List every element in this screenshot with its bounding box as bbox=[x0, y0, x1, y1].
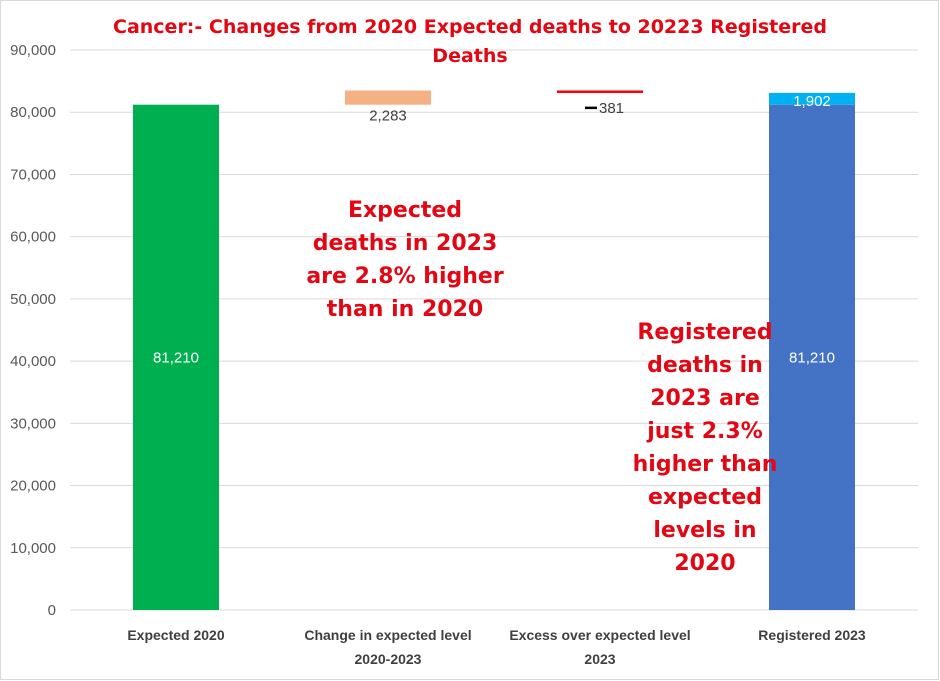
annotation-line: are 2.8% higher bbox=[306, 264, 503, 289]
y-tick-label: 90,000 bbox=[10, 42, 56, 59]
x-tick-label: Expected 2020 bbox=[127, 627, 224, 643]
bars bbox=[133, 90, 855, 611]
bar bbox=[769, 92, 855, 105]
annotation-line: than in 2020 bbox=[327, 297, 483, 322]
annotation-line: deaths in bbox=[647, 353, 763, 378]
annotation-line: Registered bbox=[637, 320, 772, 345]
y-tick-label: 40,000 bbox=[10, 353, 56, 370]
bar bbox=[345, 90, 431, 105]
annotation-line: expected bbox=[648, 485, 762, 510]
annotation-line: 2020 bbox=[674, 551, 735, 576]
x-tick-label: Registered 2023 bbox=[758, 627, 866, 643]
annotation-line: just 2.3% bbox=[646, 419, 763, 444]
annotation-line: 2023 are bbox=[650, 386, 760, 411]
y-tick-label: 60,000 bbox=[10, 229, 56, 246]
chart-title-line-2: Deaths bbox=[432, 45, 507, 67]
y-tick-label: 50,000 bbox=[10, 291, 56, 308]
data-label: 1,902 bbox=[793, 93, 831, 110]
data-label: 81,210 bbox=[153, 349, 199, 366]
y-axis: 0 10,000 20,000 30,000 40,000 50,000 60,000 70,… bbox=[10, 42, 56, 619]
annotations: Expected deaths in 2023 are 2.8% higher tha… bbox=[306, 198, 777, 576]
bar bbox=[133, 104, 219, 611]
x-tick-label: Excess over expected level bbox=[509, 627, 690, 643]
annotation-line: higher than bbox=[633, 452, 778, 477]
y-tick-label: 80,000 bbox=[10, 104, 56, 121]
y-tick-label: 30,000 bbox=[10, 415, 56, 432]
annotation-line: Expected bbox=[348, 198, 462, 223]
x-tick-label: Change in expected level bbox=[304, 627, 471, 643]
y-tick-label: 20,000 bbox=[10, 478, 56, 495]
x-axis: Expected 2020 Change in expected level 202… bbox=[127, 627, 866, 667]
data-label: 381 bbox=[599, 100, 624, 117]
data-label: 2,283 bbox=[369, 108, 407, 125]
x-tick-label: 2023 bbox=[584, 651, 615, 667]
annotation-line: deaths in 2023 bbox=[313, 231, 498, 256]
data-label: 81,210 bbox=[789, 349, 835, 366]
data-labels: 81,210 2,283 381 81,210 1,902 bbox=[153, 93, 835, 366]
chart-title-line-1: Cancer:- Changes from 2020 Expected deat… bbox=[113, 16, 827, 38]
bar bbox=[557, 90, 643, 93]
annotation-line: levels in bbox=[653, 518, 756, 543]
bar bbox=[769, 104, 855, 611]
y-tick-label: 10,000 bbox=[10, 540, 56, 557]
chart-title: Cancer:- Changes from 2020 Expected deat… bbox=[113, 16, 827, 67]
y-tick-label: 0 bbox=[48, 602, 56, 619]
y-tick-label: 70,000 bbox=[10, 166, 56, 183]
x-tick-label: 2020-2023 bbox=[355, 651, 422, 667]
